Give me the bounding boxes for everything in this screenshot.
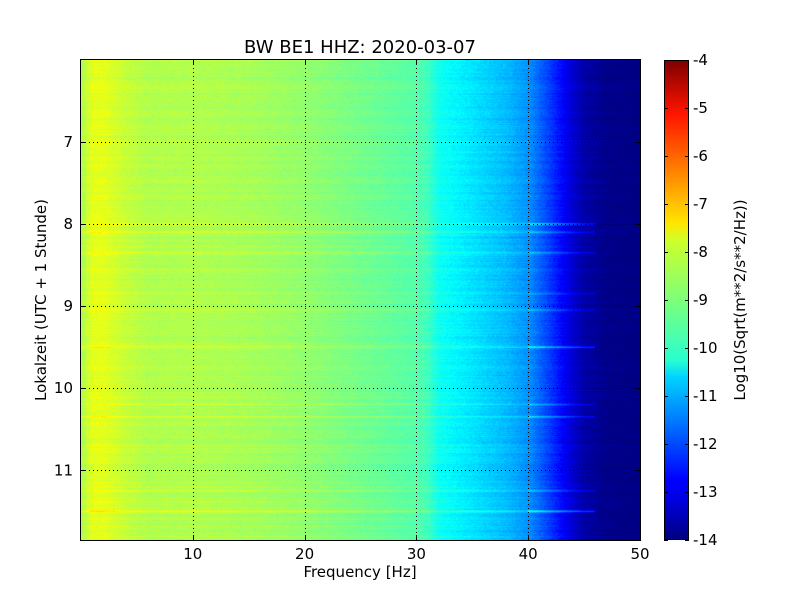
colorbar-tick-label: -13 [693, 483, 718, 501]
colorbar-tick-label: -4 [693, 51, 708, 69]
colorbar-tick-label: -11 [693, 387, 718, 405]
colorbar-tick-label: -9 [693, 291, 708, 309]
spectrogram-heatmap [81, 60, 640, 540]
colorbar-ticks [664, 60, 689, 541]
colorbar-tick-labels: -4 -5 -6 -7 -8 -9 -10 -11 -12 -13 -14 [693, 51, 718, 549]
y-tick-label: 8 [63, 215, 73, 233]
grid-lines [81, 60, 640, 540]
y-tick-label: 9 [63, 297, 73, 315]
plot-frame [80, 59, 641, 541]
y-axis-label: Lokalzeit (UTC + 1 Stunde) [32, 199, 50, 401]
y-tick-label: 10 [54, 379, 73, 397]
colorbar-tick-label: -8 [693, 243, 708, 261]
x-tick-label: 40 [519, 545, 538, 563]
colorbar-tick-label: -12 [693, 435, 718, 453]
colorbar-tick-label: -6 [693, 147, 708, 165]
x-tick-labels: 10 20 30 40 50 [183, 545, 649, 563]
colorbar-tick-label: -7 [693, 195, 708, 213]
axis-ticks [81, 60, 641, 540]
y-tick-label: 7 [63, 133, 73, 151]
colorbar-tick-label: -10 [693, 339, 718, 357]
y-tick-label: 11 [54, 461, 73, 479]
x-tick-label: 30 [407, 545, 426, 563]
x-axis-label: Frequency [Hz] [303, 563, 416, 581]
colorbar-tick-label: -14 [693, 531, 718, 549]
x-tick-label: 20 [295, 545, 314, 563]
x-tick-label: 50 [630, 545, 649, 563]
colorbar-label: Log10(Sqrt(m**2/s**2/Hz)) [731, 199, 749, 400]
colorbar-tick-label: -5 [693, 99, 708, 117]
chart-title: BW BE1 HHZ: 2020-03-07 [244, 37, 476, 58]
y-tick-labels: 7 8 9 10 11 [54, 133, 73, 479]
colorbar [664, 60, 689, 540]
x-tick-label: 10 [183, 545, 202, 563]
